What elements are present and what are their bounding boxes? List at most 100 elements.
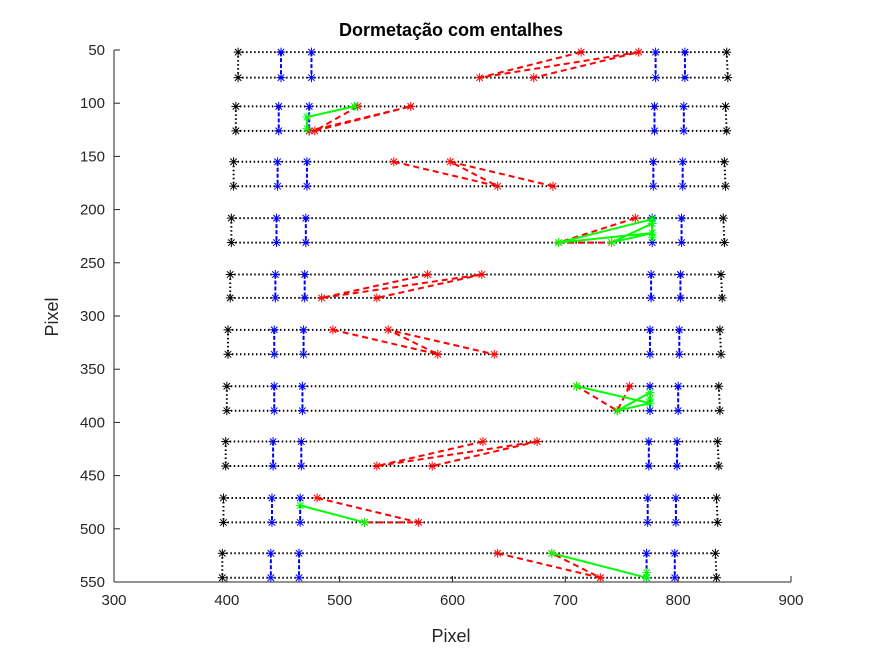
outline-point — [226, 238, 236, 248]
solid-point — [607, 238, 617, 248]
rail-point — [267, 517, 277, 527]
outline-point — [719, 157, 729, 167]
rail-point — [301, 238, 311, 248]
outline-point — [225, 270, 235, 280]
rail-point — [276, 47, 286, 57]
rail-point — [306, 47, 316, 57]
rail-point — [266, 548, 276, 558]
rail-point — [678, 157, 688, 167]
outline-point — [217, 573, 227, 583]
axes-layer: 300 400 500 600 700 800 900 50 100 150 200 250 300 35… — [80, 42, 804, 609]
dashed-path — [393, 160, 554, 188]
x-tick-label: 500 — [327, 592, 352, 609]
outline-point — [714, 461, 724, 471]
solid-point — [642, 567, 652, 577]
rail-point — [649, 126, 659, 136]
rail-point — [297, 381, 307, 391]
rail-point — [674, 349, 684, 359]
rail-point — [300, 293, 310, 303]
dashed-point — [372, 293, 382, 303]
dashed-point — [477, 270, 487, 280]
solid-point — [554, 238, 564, 248]
outline-point — [721, 101, 731, 111]
rail-point — [270, 270, 280, 280]
rail-point — [673, 406, 683, 416]
solid-point — [547, 548, 557, 558]
solid-point — [572, 381, 582, 391]
outline-point — [722, 126, 732, 136]
rail-point — [672, 437, 682, 447]
dashed-point — [427, 461, 437, 471]
rail-point — [276, 73, 286, 83]
dashed-path — [321, 273, 483, 299]
dashed-point — [532, 437, 542, 447]
outline-point — [712, 573, 722, 583]
outline-point — [225, 293, 235, 303]
outline-point — [226, 213, 236, 223]
rail-point — [271, 238, 281, 248]
y-tick-label: 550 — [80, 574, 105, 591]
rail-point — [297, 406, 307, 416]
dashed-point — [317, 293, 327, 303]
outline-point — [221, 437, 231, 447]
outline-point — [217, 548, 227, 558]
outline-point — [231, 126, 241, 136]
outline-point — [222, 381, 232, 391]
y-tick-label: 50 — [88, 42, 105, 59]
dashed-point — [389, 157, 399, 167]
rail-point — [301, 213, 311, 223]
rail-point — [643, 493, 653, 503]
rail-point — [651, 73, 661, 83]
dashed-point — [634, 47, 644, 57]
y-tick-label: 400 — [80, 414, 105, 431]
rail-point — [270, 293, 280, 303]
rail-point — [677, 238, 687, 248]
dashed-path — [332, 328, 495, 356]
rail-point — [644, 437, 654, 447]
sleeper-1 — [233, 47, 733, 83]
dashed-point — [383, 325, 393, 335]
outline-point — [715, 406, 725, 416]
rail-point — [675, 270, 685, 280]
dashed-point — [423, 270, 433, 280]
dashed-point — [625, 381, 635, 391]
x-tick-label: 900 — [778, 592, 803, 609]
outline-point — [723, 73, 733, 83]
dashed-point — [493, 181, 503, 191]
sleeper-6 — [223, 325, 726, 359]
x-axis-label: Pixel — [431, 626, 470, 646]
rail-point — [645, 349, 655, 359]
rail-point — [269, 325, 279, 335]
rail-point — [273, 157, 283, 167]
rail-point — [304, 101, 314, 111]
sleeper-9 — [218, 493, 723, 527]
outline-point — [229, 181, 239, 191]
outline-point — [713, 517, 723, 527]
solid-point — [359, 517, 369, 527]
rail-point — [672, 461, 682, 471]
rail-point — [300, 270, 310, 280]
solid-point — [612, 406, 622, 416]
dashed-point — [478, 437, 488, 447]
solid-point — [645, 394, 655, 404]
outline-point — [712, 493, 722, 503]
outline-point — [714, 381, 724, 391]
y-tick-label: 250 — [80, 255, 105, 272]
dashed-point — [529, 73, 539, 83]
dashed-point — [312, 493, 322, 503]
rail-point — [677, 213, 687, 223]
rail-point — [648, 157, 658, 167]
outline-point — [221, 461, 231, 471]
rail-point — [674, 325, 684, 335]
rail-point — [646, 293, 656, 303]
dashed-path — [479, 51, 639, 79]
rail-point — [296, 461, 306, 471]
rail-point — [273, 181, 283, 191]
dashed-point — [414, 517, 424, 527]
outline-point — [718, 213, 728, 223]
x-tick-label: 700 — [553, 592, 578, 609]
rail-point — [268, 461, 278, 471]
dashed-point — [372, 461, 382, 471]
